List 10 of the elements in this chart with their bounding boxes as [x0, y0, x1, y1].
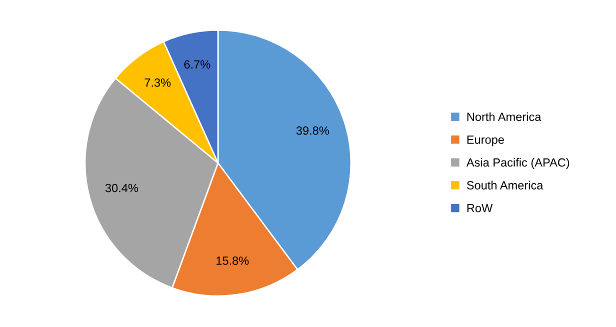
legend-label: Asia Pacific (APAC) [466, 158, 570, 169]
legend-label: North America [467, 112, 542, 122]
data-label: 15.8% [216, 256, 249, 265]
data-label: 39.8% [296, 126, 329, 135]
data-label: 6.7% [184, 60, 210, 69]
data-label: 7.3% [144, 78, 171, 87]
legend-label: Europe [467, 136, 504, 146]
legend-label: South America [466, 180, 544, 190]
legend-label: RoW [467, 204, 493, 212]
data-label: 30.4% [105, 184, 138, 192]
